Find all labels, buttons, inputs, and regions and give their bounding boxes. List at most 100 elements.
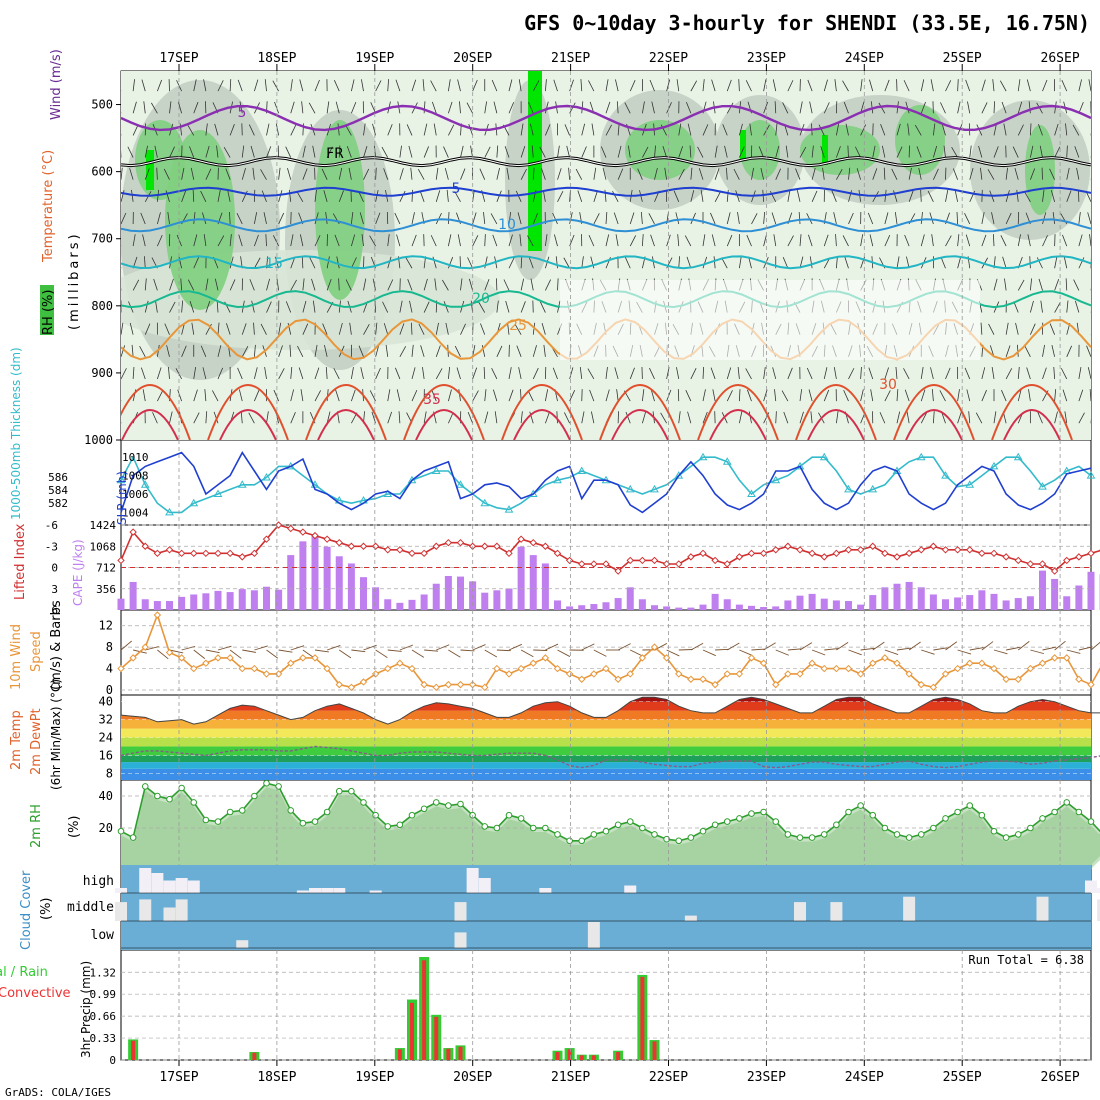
wind-barb	[448, 124, 455, 136]
rh-marker	[820, 831, 828, 838]
wind-barb	[929, 212, 934, 225]
pressure-tick-label: 700	[91, 232, 113, 246]
wind-barb	[192, 189, 195, 202]
wind-barb	[1053, 366, 1056, 379]
wind-barb	[1078, 367, 1082, 380]
wind-barb	[593, 213, 600, 225]
wind-barb	[818, 124, 825, 136]
wind-barb	[190, 167, 195, 180]
wind-barb	[121, 212, 127, 225]
wind-barb	[193, 412, 200, 424]
wind-barb	[1090, 156, 1091, 158]
wind-speed-marker	[493, 664, 501, 673]
wind-barb	[156, 212, 161, 225]
wind-barb	[590, 411, 595, 424]
isotherm-plus10	[121, 218, 1091, 233]
isotherm-plus35	[709, 409, 767, 440]
wind-barb	[1030, 168, 1036, 180]
wind-barb	[363, 168, 370, 180]
wind-barb	[351, 649, 366, 653]
thickness-marker	[480, 498, 490, 507]
wind-barb	[870, 389, 874, 402]
wind-barb	[532, 367, 539, 380]
wind-barb	[516, 345, 522, 357]
wind-barb	[491, 367, 498, 380]
wind-barb	[520, 278, 525, 291]
wind-speed-marker	[481, 683, 489, 692]
wind-barb	[411, 367, 416, 380]
wind-barb	[360, 367, 364, 380]
wind-barb	[301, 101, 304, 114]
wind-barb	[121, 345, 126, 357]
wind-barb	[795, 168, 801, 180]
wind-barb	[774, 101, 777, 114]
wind-barb	[169, 278, 174, 291]
wind-barb	[555, 256, 558, 269]
wind-barb	[823, 102, 830, 114]
wind-barb	[177, 101, 183, 114]
lifted-index-marker	[796, 546, 804, 554]
wind-speed-marker	[905, 670, 913, 678]
wind-barb	[167, 212, 170, 225]
wind-barb	[121, 90, 122, 92]
wind-barb	[216, 145, 219, 158]
cloud-label-b: (%)	[39, 898, 54, 921]
rh-marker	[311, 818, 319, 825]
wind-barb	[479, 168, 486, 180]
wind-speed-marker	[820, 664, 828, 673]
wind-barb	[539, 146, 546, 158]
wind-barb	[448, 649, 461, 658]
wind-barb	[139, 346, 146, 357]
wind-speed-marker	[747, 654, 756, 662]
wind-barb	[121, 167, 123, 180]
cape-bar	[1026, 596, 1034, 610]
wind-barb	[457, 234, 461, 247]
pressure-tick-label: 500	[91, 98, 113, 112]
wind-barb	[921, 649, 935, 655]
wind-barb	[336, 256, 340, 269]
wind-speed-marker	[723, 670, 731, 678]
wind-barb	[398, 411, 401, 424]
thickness-marker	[1038, 482, 1047, 490]
rh2m-label-a: 2m RH	[29, 804, 44, 848]
wind-barb	[472, 644, 486, 651]
wind-barb	[981, 367, 986, 380]
wind-barb	[569, 367, 574, 380]
upper-temp-label: Temperature (°C)	[41, 150, 56, 263]
cloud-bar-high	[321, 888, 334, 893]
wind-barb	[702, 79, 705, 92]
wind-barb	[806, 367, 813, 380]
wind-barb	[399, 168, 404, 180]
lifted-index-marker	[759, 549, 768, 558]
wind-speed-marker	[432, 683, 440, 692]
wind-barb	[229, 256, 234, 269]
wind-barb	[581, 146, 587, 158]
rh-marker	[833, 821, 840, 829]
wind-barb	[1078, 234, 1083, 247]
wind-barb	[411, 389, 418, 402]
rh-colorbar	[40, 285, 54, 335]
wind-barb	[447, 79, 451, 92]
cape-bar	[202, 593, 210, 610]
thickness-marker	[1013, 452, 1023, 461]
wind-barb	[467, 257, 473, 269]
wind-barb	[1001, 101, 1007, 114]
isotherm-plus35	[513, 409, 571, 440]
wind-barb	[920, 79, 925, 92]
dewpoint-line	[120, 745, 1100, 769]
wind-barb	[738, 411, 743, 424]
wind-barb	[1005, 190, 1010, 202]
lifted-index-marker	[784, 542, 792, 550]
wind-barb	[712, 389, 716, 402]
wind-barb	[896, 146, 903, 158]
wind-barb	[615, 79, 619, 92]
wind-barb	[326, 278, 332, 291]
cape-bar	[614, 598, 622, 610]
wind-barb	[383, 323, 389, 335]
wind-barb	[650, 234, 655, 247]
wind-barb	[957, 101, 961, 114]
wind-barb	[569, 234, 575, 247]
rh-marker	[1075, 808, 1083, 816]
